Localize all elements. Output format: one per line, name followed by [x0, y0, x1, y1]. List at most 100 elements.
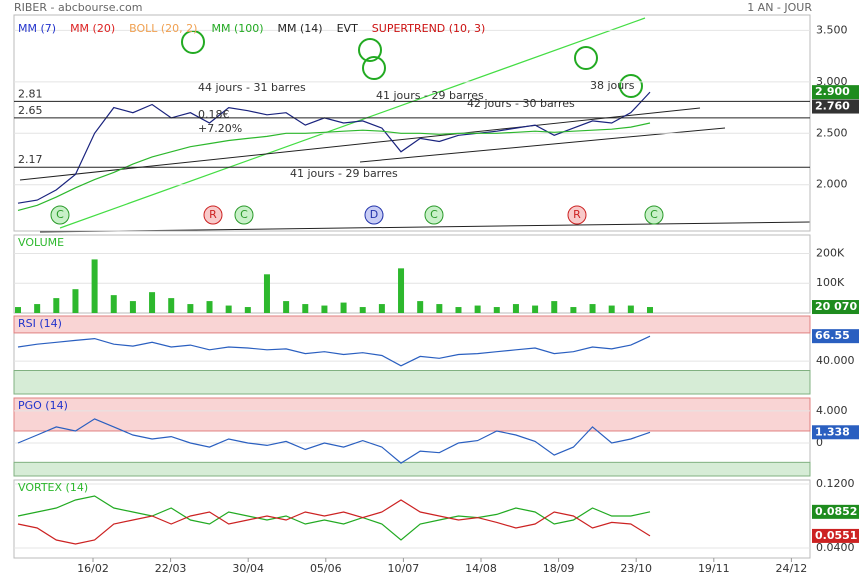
- panel-title: VORTEX (14): [18, 481, 88, 494]
- legend-entry: EVT: [337, 22, 358, 35]
- signal-letter: C: [240, 208, 248, 221]
- volume-bar: [647, 307, 653, 313]
- volume-bar: [493, 307, 500, 313]
- value-badge-label: 1.338: [815, 425, 850, 438]
- signal-letter: D: [370, 208, 378, 221]
- value-badge: [812, 300, 859, 315]
- panel-title: VOLUME: [18, 236, 64, 249]
- level-label: 2.65: [18, 104, 43, 117]
- volume-bar: [206, 301, 213, 313]
- legend-entry: BOLL (20, 2): [129, 22, 197, 35]
- annotation: 44 jours - 31 barres: [198, 81, 306, 94]
- overbought-band: [13, 397, 811, 432]
- volume-bar: [263, 274, 270, 313]
- annotation: 41 jours - 29 barres: [376, 89, 484, 102]
- volume-bar: [149, 292, 156, 313]
- legend-entry: MM (14): [278, 22, 323, 35]
- volume-bar: [455, 307, 462, 313]
- signal-letter: C: [430, 208, 438, 221]
- annotation: 42 jours - 30 barres: [467, 97, 575, 110]
- series-line: [17, 122, 651, 211]
- volume-bar: [589, 304, 596, 313]
- volume-bar: [551, 301, 558, 313]
- volume-bar: [283, 301, 290, 313]
- volume-bar: [359, 307, 366, 313]
- value-badge-label: 0.0551: [815, 529, 857, 542]
- value-badge: [812, 329, 859, 344]
- signal-marker: [424, 205, 444, 225]
- volume-bar: [340, 302, 347, 313]
- x-tick-label: 10/07: [388, 562, 420, 575]
- y-tick-label: 2.500: [816, 126, 848, 139]
- annotation: 41 jours - 29 barres: [290, 167, 398, 180]
- y-tick-label: 0.1200: [816, 477, 855, 490]
- y-tick-label: 3.500: [816, 23, 848, 36]
- volume-bar: [91, 259, 98, 313]
- series-line: [17, 91, 651, 204]
- x-tick-label: 05/06: [310, 562, 342, 575]
- signal-marker: [203, 205, 223, 225]
- x-tick-label: 18/09: [543, 562, 575, 575]
- y-tick-label: 100K: [816, 276, 845, 289]
- panel-frame: [13, 234, 811, 314]
- volume-bar: [53, 298, 60, 313]
- panel-frame: [13, 479, 811, 559]
- series-line: [17, 499, 651, 545]
- annotation: 0.18€: [198, 108, 230, 121]
- y-tick-label: 2.000: [816, 178, 848, 191]
- volume-bar: [15, 307, 21, 313]
- volume-bar: [321, 305, 328, 313]
- volume-bar: [608, 305, 615, 313]
- oversold-band: [13, 370, 811, 395]
- series-line: [17, 335, 651, 367]
- volume-bar: [225, 305, 232, 313]
- panel-frame: [13, 14, 811, 232]
- volume-bar: [302, 304, 309, 313]
- value-badge: [812, 528, 859, 543]
- value-badge: [812, 99, 859, 114]
- trend-line: [59, 17, 646, 229]
- annotation: +7.20%: [198, 122, 242, 135]
- y-tick-label: 4.000: [816, 404, 848, 417]
- signal-marker: [234, 205, 254, 225]
- x-tick-label: 22/03: [155, 562, 187, 575]
- volume-bar: [436, 304, 443, 313]
- signal-marker: [644, 205, 664, 225]
- legend-entry: SUPERTREND (10, 3): [372, 22, 486, 35]
- value-badge-label: 20 070: [815, 300, 857, 313]
- level-label: 2.17: [18, 153, 43, 166]
- legend-entry: MM (100): [211, 22, 263, 35]
- volume-bar: [570, 307, 577, 313]
- volume-bar: [129, 301, 136, 313]
- volume-bar: [474, 305, 481, 313]
- signal-letter: C: [650, 208, 658, 221]
- y-tick-label: 200K: [816, 246, 845, 259]
- y-tick-label: 40.000: [816, 354, 855, 367]
- y-tick-label: 0: [816, 436, 823, 449]
- annotation: 38 jours: [590, 79, 635, 92]
- volume-bar: [378, 304, 385, 313]
- volume-bar: [398, 268, 405, 313]
- x-tick-label: 30/04: [232, 562, 264, 575]
- volume-bar: [110, 295, 117, 313]
- level-label: 2.81: [18, 87, 43, 100]
- signal-marker: [50, 205, 70, 225]
- x-tick-label: 14/08: [465, 562, 497, 575]
- page-title: RIBER - abcbourse.com: [14, 1, 142, 14]
- panel-title: RSI (14): [18, 317, 62, 330]
- value-badge-label: 2.900: [815, 85, 850, 98]
- x-tick-label: 16/02: [77, 562, 109, 575]
- period: 1 AN - JOUR: [747, 1, 812, 14]
- signal-marker: [364, 205, 384, 225]
- panel-title: PGO (14): [18, 399, 68, 412]
- overbought-band: [13, 315, 811, 334]
- volume-bar: [417, 301, 424, 313]
- volume-bar: [34, 304, 41, 313]
- value-badge-label: 66.55: [815, 329, 850, 342]
- signal-letter: R: [209, 208, 217, 221]
- signal-letter: R: [573, 208, 581, 221]
- signal-letter: C: [56, 208, 64, 221]
- trend-line: [39, 221, 811, 233]
